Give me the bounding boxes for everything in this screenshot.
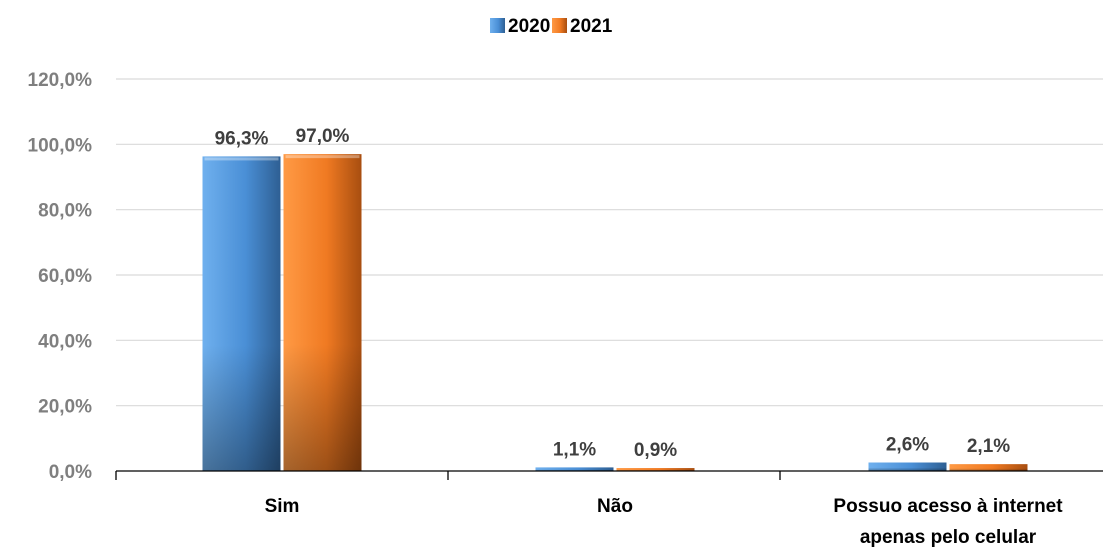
data-label: 1,1% — [553, 439, 596, 460]
y-tick-label: 40,0% — [38, 331, 92, 352]
data-label: 2,1% — [967, 436, 1010, 457]
bar-shade — [868, 462, 947, 471]
bar-shade — [202, 156, 281, 472]
data-label: 97,0% — [296, 126, 350, 147]
y-axis: 0,0% 20,0% 40,0% 60,0% 80,0% 100,0% 120,0% — [28, 70, 93, 483]
bar-highlight — [285, 155, 360, 159]
bar-shade — [616, 468, 695, 471]
y-tick-label: 60,0% — [38, 266, 92, 287]
bar-shade — [535, 467, 614, 471]
legend-label: 2021 — [570, 16, 613, 37]
legend-swatch — [552, 18, 567, 33]
bar-shade — [283, 154, 362, 471]
y-tick-label: 80,0% — [38, 201, 92, 222]
bar-2021-0 — [283, 154, 362, 471]
bar-2021-2 — [949, 464, 1028, 471]
data-label: 96,3% — [215, 128, 269, 149]
legend: 2020 2021 — [490, 16, 613, 37]
bar-shade — [949, 464, 1028, 471]
bar-2020-0 — [202, 156, 281, 472]
bar-2020-1 — [535, 467, 614, 471]
data-label: 2,6% — [886, 435, 929, 456]
y-tick-label: 20,0% — [38, 397, 92, 418]
bar-2020-2 — [868, 462, 947, 471]
gridlines — [116, 78, 1103, 407]
x-tick-label: Sim — [265, 496, 300, 517]
x-axis: Sim Não Possuo acesso à internet apenas pel… — [115, 470, 1103, 548]
y-tick-label: 0,0% — [49, 462, 92, 483]
data-label: 0,9% — [634, 440, 677, 461]
y-tick-label: 120,0% — [28, 70, 93, 91]
x-tick-label: Não — [597, 496, 633, 517]
x-tick-label: Possuo acesso à internet — [833, 496, 1063, 517]
bar-2021-1 — [616, 468, 695, 471]
legend-swatch — [490, 18, 505, 33]
bar-highlight — [204, 157, 279, 161]
legend-label: 2020 — [508, 16, 550, 37]
x-tick-label: apenas pelo celular — [860, 527, 1037, 548]
bars: 96,3% 97,0% 1,1% 0,9% 2,6% 2,1% — [202, 126, 1028, 472]
y-tick-label: 100,0% — [28, 135, 93, 156]
